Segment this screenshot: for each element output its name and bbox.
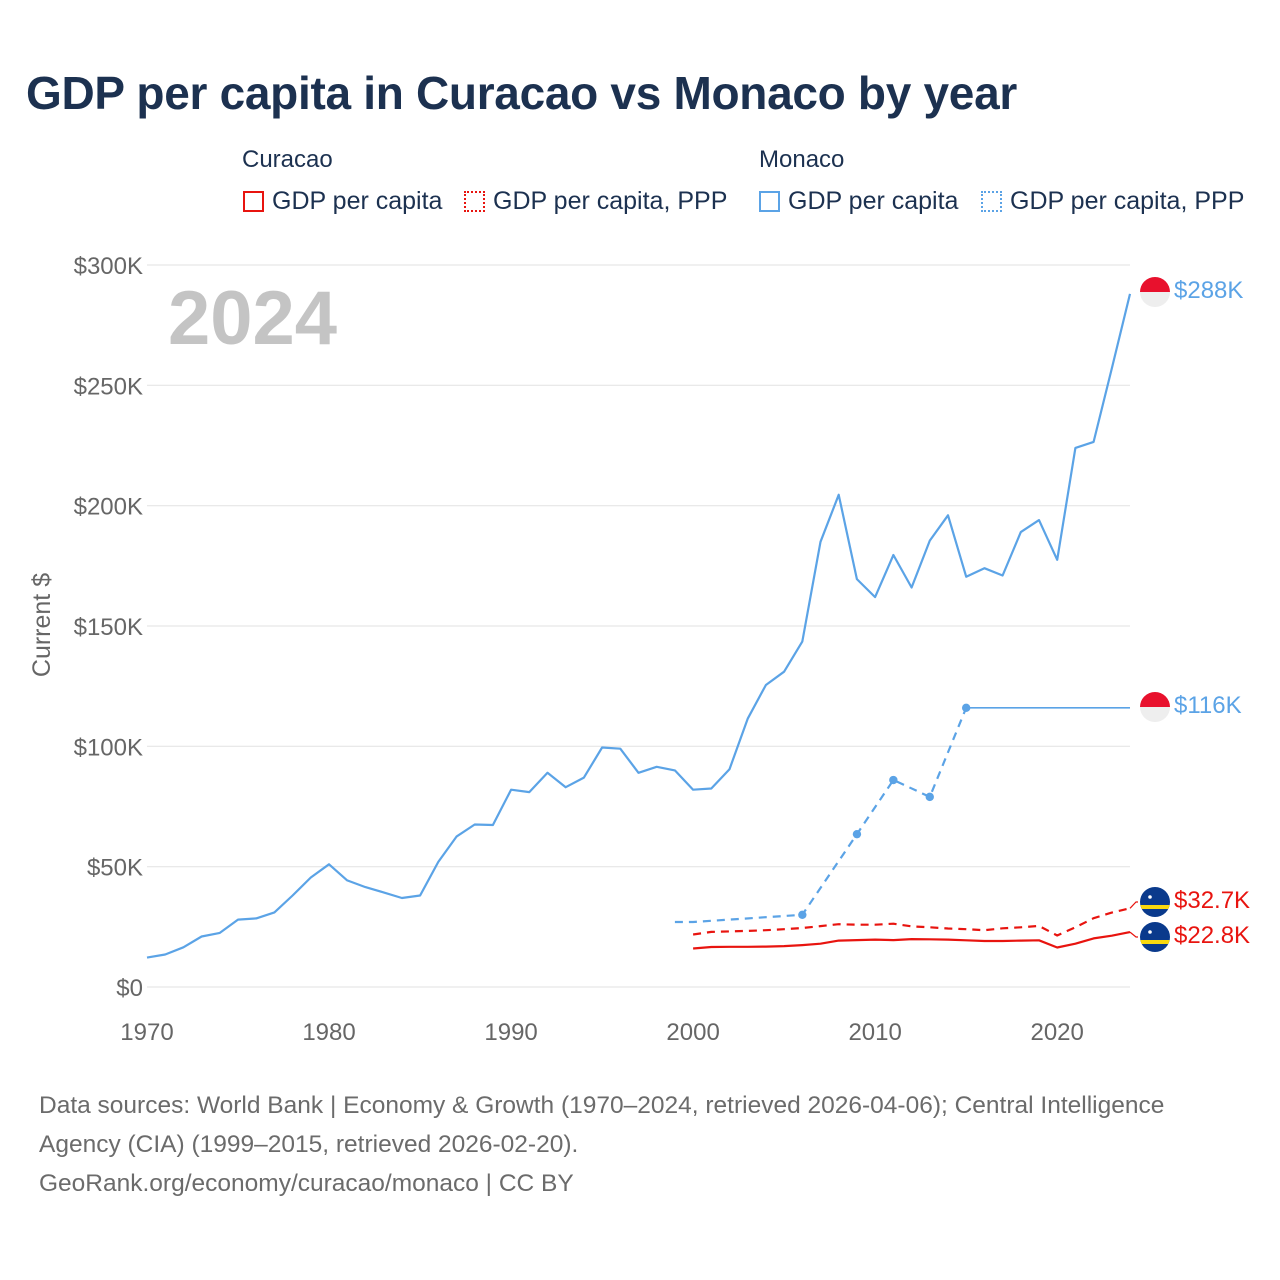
chart-title: GDP per capita in Curacao vs Monaco by y… [26, 67, 1017, 119]
legend-swatch-dotted-red [464, 190, 485, 212]
legend-swatch-solid-red [243, 190, 264, 212]
x-tick-label: 2020 [1030, 1019, 1083, 1046]
x-tick-label: 2010 [848, 1019, 901, 1046]
y-tick-label: $250K [74, 373, 143, 400]
legend-item-monaco-gdp[interactable]: GDP per capita [759, 186, 958, 216]
x-tick-label: 1990 [484, 1019, 537, 1046]
sources-attribution: GeoRank.org/economy/curacao/monaco | CC … [39, 1170, 574, 1197]
legend-swatch-dotted-blue [981, 190, 1002, 212]
y-tick-label: $0 [116, 975, 143, 1002]
series-line-monaco-gdp-per-capita [146, 293, 1132, 959]
curacao-flag-icon [1140, 922, 1170, 952]
x-tick-label: 1980 [302, 1019, 355, 1046]
monaco-flag-icon [1140, 277, 1170, 307]
legend-item-curacao-gdp[interactable]: GDP per capita [243, 186, 442, 216]
series-line-curacao-gdp-per-capita [693, 931, 1131, 950]
data-point [925, 792, 934, 802]
end-label-monaco-gdp: $288K [1174, 277, 1243, 304]
y-tick-label: $150K [74, 614, 143, 641]
end-label-monaco-gdp-ppp: $116K [1174, 692, 1242, 719]
series-line-monaco-gdp-per-capita-ppp [674, 707, 968, 924]
legend-label: GDP per capita [272, 186, 443, 215]
legend-item-monaco-gdp-ppp[interactable]: GDP per capita, PPP [981, 186, 1244, 216]
x-tick-label: 2000 [666, 1019, 719, 1046]
sources-text: Data sources: World Bank | Economy & Gro… [39, 1092, 1165, 1158]
y-tick-label: $200K [74, 494, 143, 521]
legend-swatch-solid-blue [759, 190, 780, 212]
legend-group-curacao: Curacao [242, 146, 333, 173]
legend-group-monaco: Monaco [759, 146, 845, 173]
y-tick-label: $50K [87, 855, 143, 882]
x-tick-label: 1970 [120, 1019, 173, 1046]
data-point [852, 829, 862, 839]
end-label-curacao-gdp-ppp: $32.7K [1174, 887, 1250, 914]
data-point [798, 910, 807, 919]
year-watermark: 2024 [168, 276, 337, 361]
data-point [889, 775, 898, 785]
y-axis-label: Current $ [28, 573, 56, 677]
y-tick-label: $100K [74, 734, 143, 761]
series-line-curacao-gdp-per-capita-ppp [692, 907, 1131, 937]
data-sources: Data sources: World Bank | Economy & Gro… [39, 1086, 1249, 1203]
monaco-flag-icon [1140, 692, 1170, 722]
curacao-flag-icon [1140, 887, 1170, 917]
label-connector [1129, 931, 1138, 938]
legend-label: GDP per capita, PPP [493, 186, 728, 215]
legend-item-curacao-gdp-ppp[interactable]: GDP per capita, PPP [464, 186, 727, 216]
legend-label: GDP per capita [788, 186, 959, 215]
y-tick-label: $300K [74, 253, 143, 280]
legend-label: GDP per capita, PPP [1010, 186, 1245, 215]
end-label-curacao-gdp: $22.8K [1174, 922, 1250, 949]
label-connector [1129, 901, 1138, 909]
